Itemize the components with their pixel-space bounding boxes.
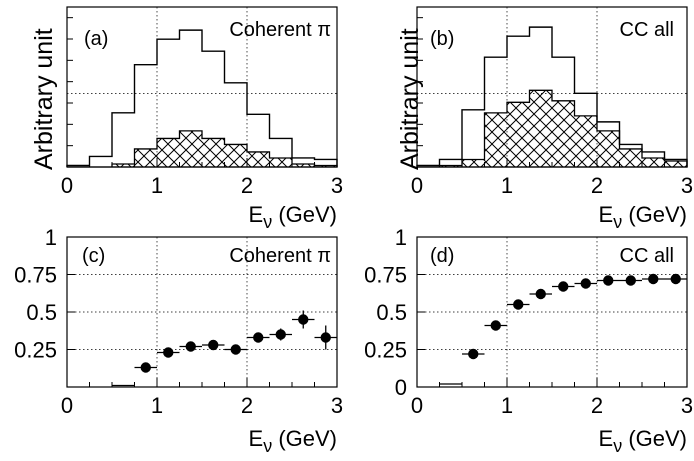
y-tick-label: 0.25 — [364, 338, 407, 363]
plot-frame — [416, 6, 688, 168]
panel-a-tag: (a) — [84, 28, 108, 50]
panel-c-xlabel: Eν (GeV) — [249, 426, 337, 456]
x-tick-label: 3 — [331, 393, 343, 418]
xlabel-main: E — [599, 426, 614, 451]
x-tick-label: 2 — [241, 393, 253, 418]
panel-c-tag: (c) — [82, 245, 105, 267]
y-tick-label: 0.75 — [364, 263, 407, 288]
plot-frame — [66, 6, 338, 168]
x-tick-label: 1 — [151, 393, 163, 418]
panel-b-tag: (b) — [430, 28, 454, 50]
data-point — [140, 362, 151, 373]
x-tick-label: 0 — [411, 393, 423, 418]
xlabel-sub: ν — [613, 436, 622, 456]
x-tick-label: 1 — [501, 393, 513, 418]
x-tick-label: 1 — [501, 173, 513, 198]
xlabel-main: E — [249, 202, 264, 227]
x-tick-label: 3 — [681, 173, 693, 198]
data-point — [163, 347, 174, 358]
data-point — [603, 275, 614, 286]
y-tick-label: 0.75 — [14, 263, 57, 288]
plot-c: 0.25 0.5 0.75 1 0 1 2 3 — [14, 225, 343, 418]
xlabel-sub: ν — [613, 212, 622, 232]
x-tick-label: 2 — [241, 173, 253, 198]
y-tick-label: 1 — [395, 225, 407, 250]
plot-frame — [416, 236, 688, 388]
panel-a-ylabel: Arbitrary unit — [30, 28, 58, 170]
plot-d: 0 0.25 0.5 0.75 1 0 1 2 3 — [364, 225, 693, 418]
y-tick-label: 0 — [395, 375, 407, 400]
xlabel-sub: ν — [263, 436, 272, 456]
panel-d: (d) CC all 0 0.25 0.5 0.75 1 0 1 2 3 Eν (GeV) — [364, 225, 693, 456]
plot-a: 0 1 2 3 — [61, 6, 343, 198]
panel-b-title: CC all — [620, 19, 674, 41]
data-point — [535, 288, 546, 300]
plot-frame — [66, 236, 338, 388]
panel-d-tag: (d) — [430, 245, 454, 267]
hatched-histogram — [67, 130, 338, 168]
panel-c-title: Coherent π — [229, 245, 331, 267]
y-tick-label: 0.5 — [26, 300, 57, 325]
panel-a: Arbitrary unit (a) Coherent π 0 1 2 3 Eν (G… — [30, 6, 343, 232]
xlabel-sub: ν — [263, 212, 272, 232]
xlabel-unit: (GeV) — [272, 426, 337, 451]
y-tick-label: 0.5 — [376, 300, 407, 325]
xlabel-unit: (GeV) — [622, 202, 687, 227]
xlabel-unit: (GeV) — [272, 202, 337, 227]
x-tick-label: 2 — [591, 173, 603, 198]
data-point — [580, 278, 591, 289]
plot-b: 0 1 2 3 — [411, 6, 693, 198]
data-point — [320, 332, 331, 343]
xlabel-main: E — [249, 426, 264, 451]
data-point — [648, 273, 659, 285]
data-point — [253, 332, 264, 343]
panel-b-ylabel: Arbitrary unit — [396, 28, 424, 170]
xlabel-main: E — [599, 202, 614, 227]
panel-a-title: Coherent π — [229, 19, 331, 41]
data-point — [208, 339, 219, 351]
x-tick-label: 1 — [151, 173, 163, 198]
y-tick-label: 0.25 — [14, 338, 57, 363]
x-tick-label: 3 — [331, 173, 343, 198]
x-tick-label: 0 — [61, 173, 73, 198]
outline-histogram — [66, 29, 338, 167]
x-tick-label: 0 — [411, 173, 423, 198]
panel-d-title: CC all — [620, 245, 674, 267]
data-point — [625, 275, 636, 286]
x-tick-label: 2 — [591, 393, 603, 418]
data-point — [275, 329, 286, 340]
data-point — [298, 314, 309, 325]
data-point — [670, 273, 681, 285]
x-tick-label: 3 — [681, 393, 693, 418]
data-point — [185, 341, 196, 352]
hatched-histogram — [417, 89, 688, 168]
x-tick-label: 0 — [61, 393, 73, 418]
panel-b-xlabel: Eν (GeV) — [599, 202, 687, 232]
panel-b: Arbitrary unit (b) CC all 0 1 2 3 Eν (GeV) — [396, 6, 693, 232]
panel-a-xlabel: Eν (GeV) — [249, 202, 337, 232]
y-tick-label: 1 — [45, 225, 57, 250]
data-point — [513, 299, 524, 310]
data-point — [468, 348, 479, 360]
panel-d-xlabel: Eν (GeV) — [599, 426, 687, 456]
data-point — [490, 320, 501, 331]
data-point — [558, 281, 569, 292]
xlabel-unit: (GeV) — [622, 426, 687, 451]
data-point — [230, 344, 241, 355]
panel-c: (c) Coherent π 0.25 0.5 0.75 1 0 1 2 3 Eν (GeV) — [14, 225, 343, 456]
